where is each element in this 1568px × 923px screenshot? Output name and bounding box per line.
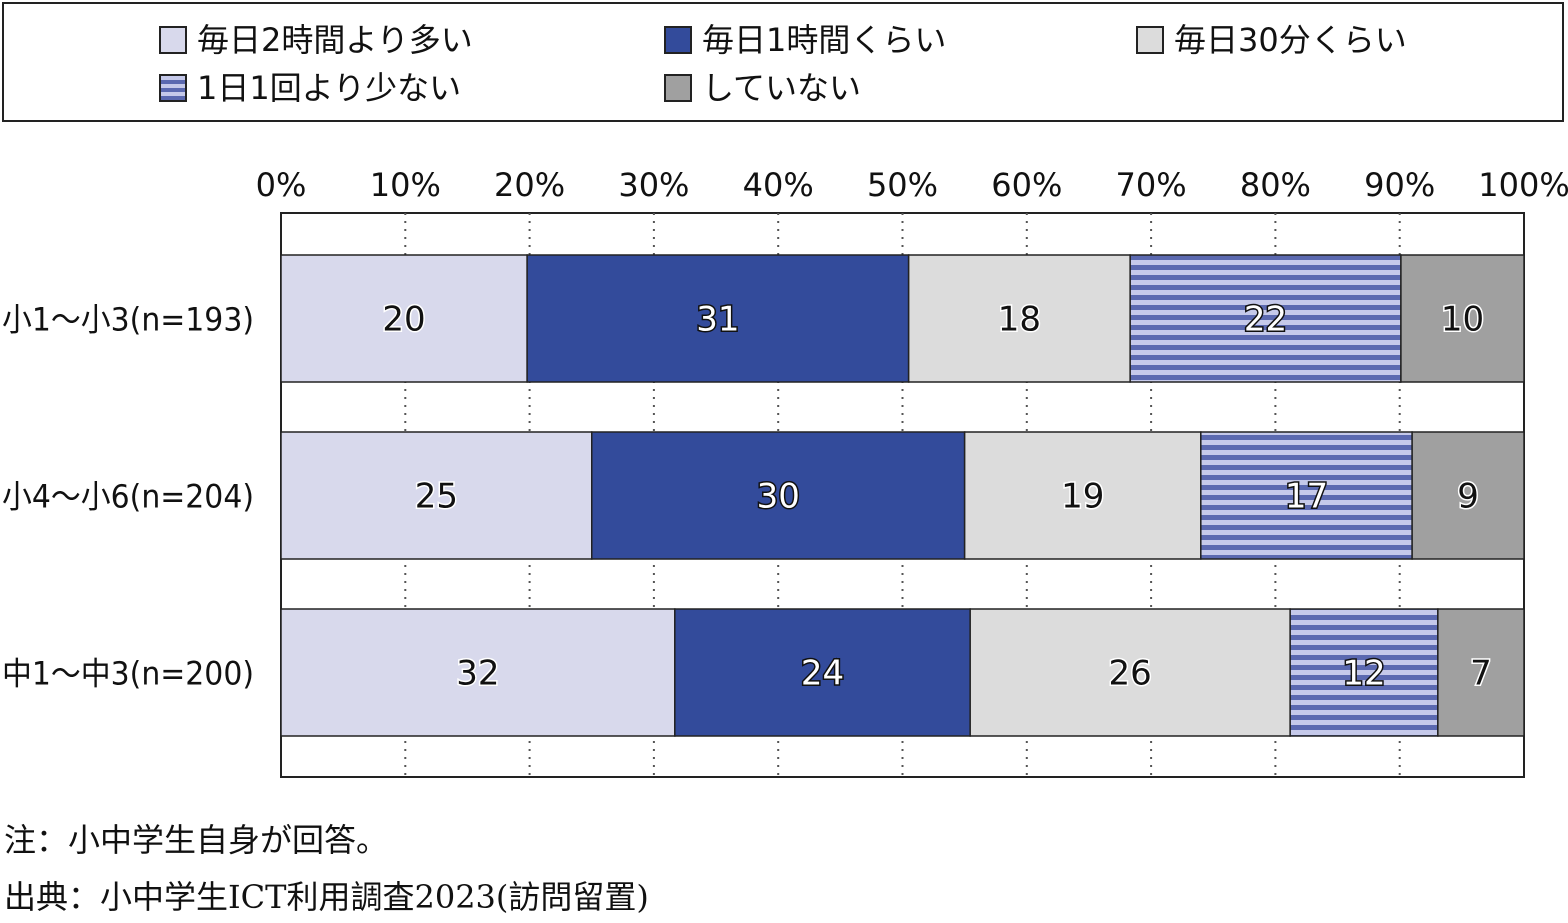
x-tick-label: 10% [370, 166, 441, 204]
bar-segment [280, 254, 528, 383]
bar-segment [591, 431, 966, 560]
data-label: 22 [1244, 300, 1287, 340]
x-tick-label: 100% [1478, 166, 1568, 204]
data-label: 26 [1109, 654, 1152, 694]
category-label: 小4～小6(n=204) [2, 478, 254, 516]
legend-item-about-1h: 毎日1時間くらい [664, 22, 946, 58]
data-label: 17 [1285, 477, 1328, 517]
bar-segment [1129, 254, 1402, 383]
bar-segment [1200, 431, 1413, 560]
bar-segment [907, 254, 1131, 383]
legend-item-none: していない [664, 70, 861, 106]
x-tick-label: 70% [1116, 166, 1187, 204]
data-label: 31 [696, 300, 739, 340]
x-tick-label: 40% [743, 166, 814, 204]
data-label: 25 [415, 477, 458, 517]
data-label: 7 [1470, 654, 1492, 694]
x-tick-label: 20% [494, 166, 565, 204]
bar-segment [280, 431, 593, 560]
category-label: 小1～小3(n=193) [2, 301, 254, 339]
x-tick-label: 30% [618, 166, 689, 204]
bar-segment [1411, 431, 1525, 560]
bar-segment [1400, 254, 1525, 383]
data-label: 9 [1457, 477, 1479, 517]
legend-label-more-than-2h: 毎日2時間より多い [197, 21, 473, 59]
legend-swatch-less-than-once [159, 74, 187, 102]
bars: 20 31 18 22 10 25 30 19 17 9 32 24 26 12 7 [280, 254, 1525, 737]
x-tick-label: 90% [1364, 166, 1435, 204]
data-label: 18 [998, 300, 1041, 340]
bar-segment [526, 254, 910, 383]
note-text: 注：小中学生自身が回答。 [4, 821, 389, 859]
x-tick-label: 60% [991, 166, 1062, 204]
legend-label-about-30min: 毎日30分くらい [1174, 21, 1407, 59]
x-tick-label: 0% [256, 166, 307, 204]
legend: 毎日2時間より多い 毎日1時間くらい 毎日30分くらい 1日1回より少ない して… [2, 2, 1564, 122]
legend-swatch-about-30min [1136, 26, 1164, 54]
category-labels: 小1～小3(n=193) 小4～小6(n=204) 中1～中3(n=200) [2, 301, 254, 693]
legend-label-less-than-once: 1日1回より少ない [197, 69, 462, 107]
legend-label-about-1h: 毎日1時間くらい [702, 21, 947, 59]
legend-item-more-than-2h: 毎日2時間より多い [159, 22, 473, 58]
x-axis-tick-labels: 0% 10% 20% 30% 40% 50% 60% 70% 80% 90% 100% [256, 166, 1568, 204]
data-label: 32 [456, 654, 499, 694]
legend-label-none: していない [702, 69, 862, 107]
source-text: 出典：小中学生ICT利用調査2023(訪問留置) [4, 878, 649, 916]
data-label: 30 [757, 477, 800, 517]
data-label: 24 [801, 654, 844, 694]
legend-item-less-than-once: 1日1回より少ない [159, 70, 461, 106]
x-tick-label: 80% [1240, 166, 1311, 204]
bar-segment [674, 608, 971, 737]
data-label: 10 [1441, 300, 1484, 340]
legend-swatch-none [664, 74, 692, 102]
category-label: 中1～中3(n=200) [2, 655, 254, 693]
legend-item-about-30min: 毎日30分くらい [1136, 22, 1407, 58]
bar-segment [1289, 608, 1439, 737]
bar-segment [280, 608, 676, 737]
data-label: 19 [1061, 477, 1104, 517]
legend-swatch-more-than-2h [159, 26, 187, 54]
bar-segment [969, 608, 1291, 737]
x-tick-label: 50% [867, 166, 938, 204]
bar-segment [1437, 608, 1525, 737]
bar-segment [963, 431, 1202, 560]
data-label: 20 [382, 300, 425, 340]
legend-swatch-about-1h [664, 26, 692, 54]
data-label: 12 [1342, 654, 1385, 694]
